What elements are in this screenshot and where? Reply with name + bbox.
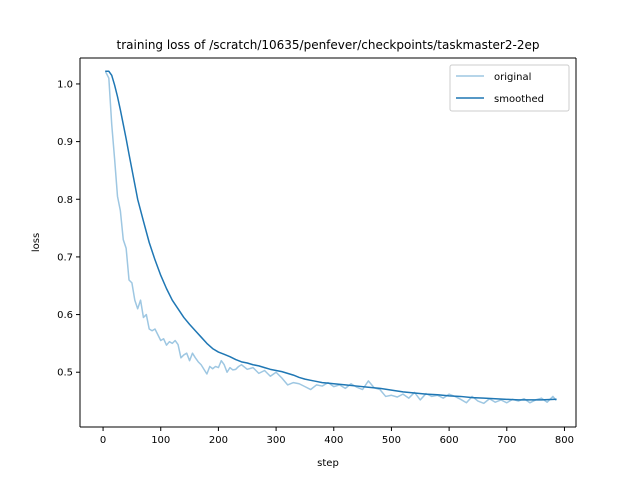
x-tick-label: 0 <box>100 435 106 446</box>
axes-frame <box>79 57 577 428</box>
y-tick-label: 0.8 <box>57 195 73 206</box>
y-axis-ticks: 0.5 0.6 0.7 0.8 0.9 1.0 <box>57 79 80 379</box>
x-tick-label: 600 <box>440 435 459 446</box>
x-tick-label: 200 <box>209 435 228 446</box>
series-line-original <box>104 71 557 405</box>
x-tick-label: 300 <box>267 435 286 446</box>
y-axis-label: loss <box>31 233 42 252</box>
x-tick-label: 700 <box>497 435 516 446</box>
chart-title: training loss of /scratch/10635/penfever… <box>117 38 540 52</box>
y-tick-label: 0.6 <box>57 310 73 321</box>
x-tick-label: 500 <box>382 435 401 446</box>
x-tick-label: 100 <box>151 435 170 446</box>
plot-area: 0 100 200 300 400 500 600 700 800 0.50.60.70.80.… <box>57 57 577 446</box>
series-layer <box>104 70 557 405</box>
legend-label-original: original <box>494 72 531 83</box>
x-axis-label: step <box>317 458 339 469</box>
y-tick-label: 0.5 <box>57 368 73 379</box>
legend-label-smoothed: smoothed <box>494 94 544 105</box>
x-axis-ticks: 0 100 200 300 400 500 600 700 800 <box>100 427 574 446</box>
y-tick-label: 0.7 <box>57 252 73 263</box>
plot-background <box>80 58 576 427</box>
series-line-smoothed <box>105 70 557 401</box>
y-tick-label: 1.0 <box>57 79 73 90</box>
x-tick-label: 400 <box>324 435 343 446</box>
y-tick-label: 0.9 <box>57 137 73 148</box>
legend: original smoothed <box>449 64 570 112</box>
x-tick-label: 800 <box>555 435 574 446</box>
